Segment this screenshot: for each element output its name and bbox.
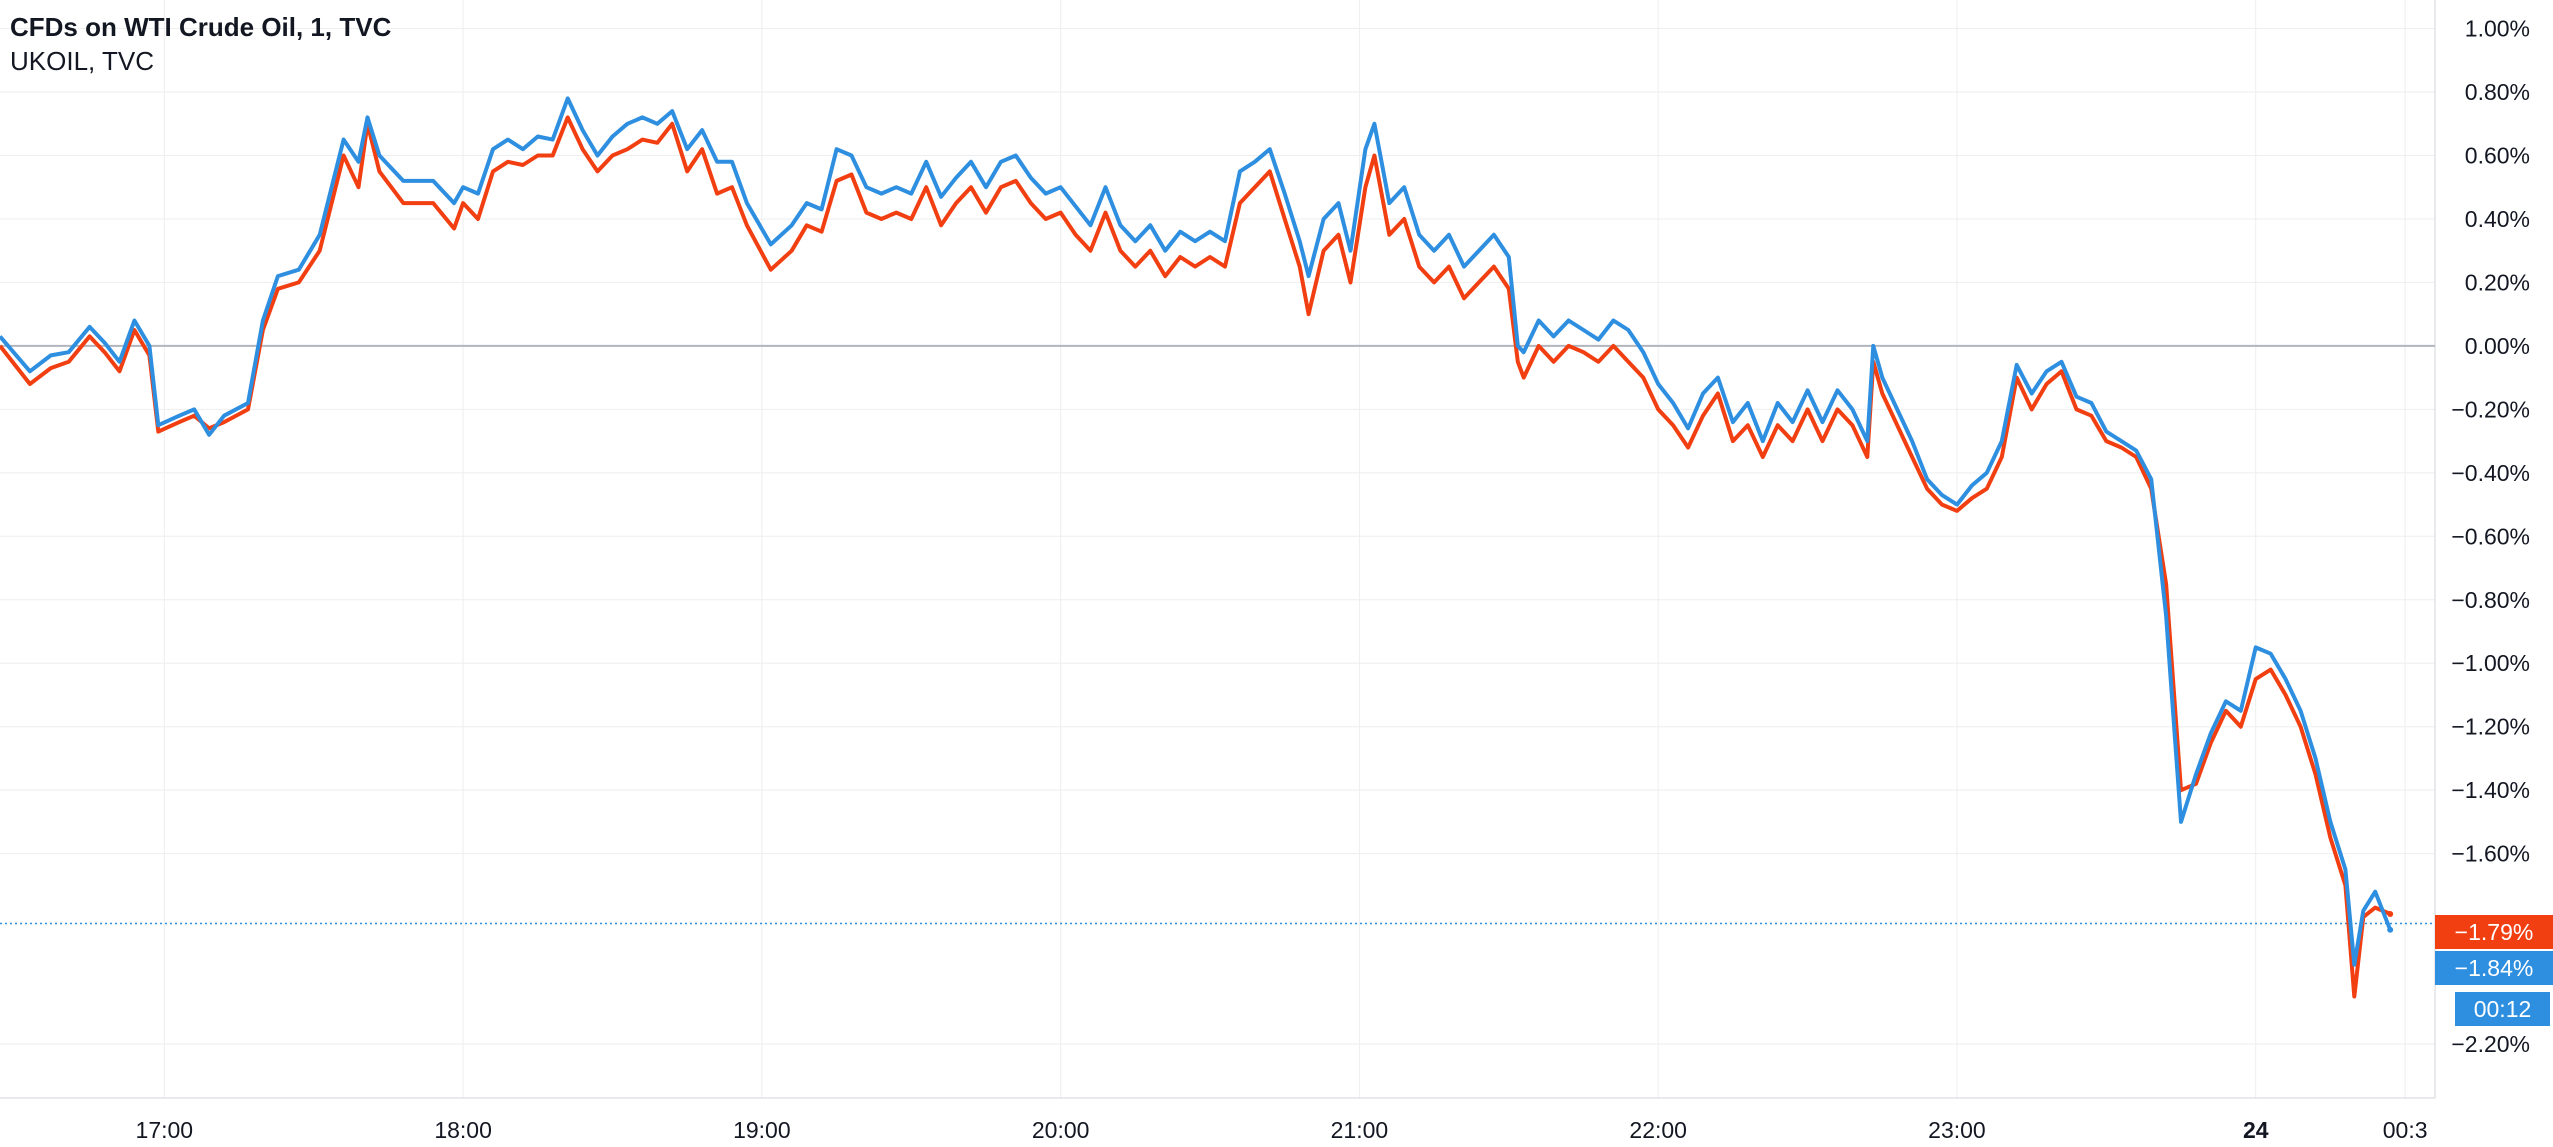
x-tick-label: 24 — [2243, 1117, 2269, 1143]
x-tick-label: 21:00 — [1331, 1117, 1389, 1143]
last-value-tag: −1.79% — [2435, 915, 2553, 949]
y-tick-label: −0.20% — [2451, 396, 2530, 422]
x-tick-label: 20:00 — [1032, 1117, 1090, 1143]
tag-label: 00:12 — [2474, 996, 2532, 1022]
countdown-tag: 00:12 — [2455, 992, 2550, 1026]
tag-background — [2435, 951, 2553, 985]
x-tick-label: 18:00 — [434, 1117, 492, 1143]
last-value-tag: −1.84% — [2435, 951, 2553, 985]
y-tick-label: −0.60% — [2451, 523, 2530, 549]
x-tick-label: 17:00 — [136, 1117, 194, 1143]
x-tick-label: 22:00 — [1629, 1117, 1687, 1143]
y-tick-label: 0.00% — [2465, 333, 2530, 359]
legend-subtitle[interactable]: UKOIL, TVC — [10, 46, 155, 76]
y-tick-label: −1.60% — [2451, 841, 2530, 867]
tag-background — [2435, 915, 2553, 949]
y-tick-label: 1.00% — [2465, 16, 2530, 42]
chart-legend: CFDs on WTI Crude Oil, 1, TVC UKOIL, TVC — [10, 10, 391, 78]
y-tick-label: −1.20% — [2451, 714, 2530, 740]
series-line-ukoil[interactable] — [0, 96, 2393, 967]
x-tick-label: 00:3 — [2383, 1117, 2428, 1143]
y-tick-label: −0.40% — [2451, 460, 2530, 486]
y-tick-label: −1.00% — [2451, 650, 2530, 676]
y-tick-label: 0.40% — [2465, 206, 2530, 232]
y-tick-label: 0.20% — [2465, 269, 2530, 295]
y-tick-label: −0.80% — [2451, 587, 2530, 613]
y-tick-label: 0.60% — [2465, 142, 2530, 168]
series-end-marker — [2387, 910, 2394, 917]
x-tick-label: 19:00 — [733, 1117, 791, 1143]
series-end-marker — [2387, 926, 2394, 933]
y-tick-label: −1.40% — [2451, 777, 2530, 803]
legend-title[interactable]: CFDs on WTI Crude Oil, 1, TVC — [10, 12, 392, 42]
tag-label: −1.79% — [2455, 919, 2534, 945]
x-tick-label: 23:00 — [1928, 1117, 1986, 1143]
series-line-wti[interactable] — [0, 115, 2391, 999]
tag-background — [2455, 992, 2550, 1026]
y-tick-label: −2.20% — [2451, 1031, 2530, 1057]
y-tick-label: 0.80% — [2465, 79, 2530, 105]
tag-label: −1.84% — [2455, 955, 2534, 981]
